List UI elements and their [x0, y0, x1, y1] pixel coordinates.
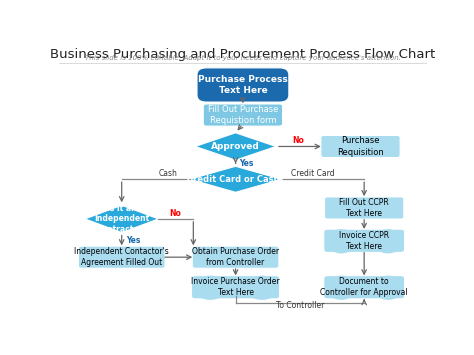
- Text: Credit Card or Cash?: Credit Card or Cash?: [187, 175, 284, 184]
- Polygon shape: [190, 166, 282, 192]
- Text: No: No: [169, 209, 182, 218]
- Text: Fill Out Purchase
Requistion form: Fill Out Purchase Requistion form: [208, 105, 278, 125]
- FancyBboxPatch shape: [197, 68, 289, 102]
- FancyBboxPatch shape: [192, 246, 279, 268]
- Text: Yes: Yes: [127, 236, 141, 245]
- Text: Independent Contactor's
Agreement Filled Out: Independent Contactor's Agreement Filled…: [74, 247, 169, 267]
- FancyBboxPatch shape: [321, 135, 400, 158]
- Text: Approved: Approved: [211, 142, 260, 151]
- Polygon shape: [195, 133, 276, 160]
- Text: To Controller: To Controller: [276, 301, 324, 310]
- FancyBboxPatch shape: [324, 229, 405, 252]
- Text: This slide is 100% editable. Adapt it to your needs and capture your audience's : This slide is 100% editable. Adapt it to…: [85, 55, 401, 61]
- Text: No: No: [292, 136, 304, 145]
- Text: Fill Out CCPR
Text Here: Fill Out CCPR Text Here: [339, 198, 389, 218]
- Text: Invoice CCPR
Text Here: Invoice CCPR Text Here: [339, 231, 389, 251]
- FancyBboxPatch shape: [203, 104, 283, 126]
- FancyBboxPatch shape: [324, 275, 405, 299]
- Text: Purchase Process
Text Here: Purchase Process Text Here: [198, 75, 288, 95]
- Text: Yes: Yes: [239, 159, 254, 168]
- Text: Obtain Purchase Order
from Controller: Obtain Purchase Order from Controller: [192, 247, 279, 267]
- Text: Credit Card: Credit Card: [291, 169, 334, 178]
- Polygon shape: [85, 205, 158, 233]
- Text: Document to
Controller for Approval: Document to Controller for Approval: [320, 277, 408, 297]
- FancyBboxPatch shape: [78, 246, 165, 268]
- Text: Invoice Purchase Order
Text Here: Invoice Purchase Order Text Here: [191, 277, 280, 297]
- Text: Is it an
Independent
Contractor?: Is it an Independent Contractor?: [94, 204, 149, 234]
- Text: Cash: Cash: [158, 169, 177, 178]
- Text: Business Purchasing and Procurement Process Flow Chart: Business Purchasing and Procurement Proc…: [50, 48, 436, 61]
- FancyBboxPatch shape: [325, 197, 404, 219]
- FancyBboxPatch shape: [191, 275, 280, 299]
- Text: Purchase
Requisition: Purchase Requisition: [337, 136, 384, 157]
